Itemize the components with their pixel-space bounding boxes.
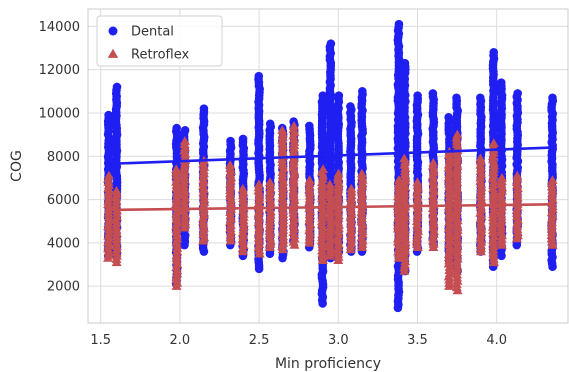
y-tick-label: 12000 xyxy=(39,63,80,78)
retroflex-point xyxy=(225,235,236,245)
legend-box xyxy=(96,15,223,67)
legend-entry-retroflex: Retroflex xyxy=(107,48,190,63)
retroflex-point xyxy=(304,237,315,247)
x-axis-label: Min proficiency xyxy=(275,356,381,372)
retroflex-point xyxy=(444,281,455,290)
dental-point xyxy=(497,251,506,261)
dental-point xyxy=(318,299,327,308)
retroflex-point xyxy=(277,244,288,254)
regression-lines xyxy=(108,146,553,212)
retroflex-point xyxy=(428,242,439,251)
y-tick-label: 4000 xyxy=(47,236,80,251)
legend-label: Retroflex xyxy=(131,48,190,63)
y-tick-label: 6000 xyxy=(47,193,80,208)
dental-point xyxy=(512,240,522,250)
legend: Dental Retroflex xyxy=(96,15,223,67)
retroflex-point xyxy=(399,266,410,275)
data-points xyxy=(103,19,558,313)
dental-point xyxy=(199,247,209,256)
retroflex-point xyxy=(412,242,423,251)
retroflex-point xyxy=(111,257,122,267)
y-axis-label: COG xyxy=(9,150,25,182)
retroflex-point xyxy=(547,240,558,249)
dental-point xyxy=(278,253,287,263)
retroflex-series xyxy=(103,120,558,295)
x-tick-label: 4.0 xyxy=(486,333,507,348)
y-tick-label: 14000 xyxy=(39,20,80,35)
dental-point xyxy=(254,264,264,274)
dental-point xyxy=(548,262,557,271)
dental-point xyxy=(265,249,275,259)
retroflex-point xyxy=(357,242,368,251)
retroflex-point xyxy=(254,248,265,258)
y-tick-label: 8000 xyxy=(47,150,80,165)
y-tick-label: 10000 xyxy=(39,106,80,121)
retroflex-point xyxy=(345,244,356,254)
legend-label: Dental xyxy=(131,25,174,40)
x-tick-label: 2.0 xyxy=(170,333,191,348)
retroflex-point xyxy=(324,250,335,260)
retroflex-point xyxy=(179,222,190,232)
retroflex-point xyxy=(289,240,300,249)
retroflex-point xyxy=(317,255,328,264)
retroflex-point xyxy=(475,246,486,256)
x-tick-label: 3.5 xyxy=(407,333,428,348)
x-tick-label: 1.5 xyxy=(90,333,111,348)
dental-point xyxy=(393,303,403,313)
legend-marker xyxy=(107,48,119,58)
retroflex-point xyxy=(333,255,344,264)
retroflex-point xyxy=(198,235,209,245)
retroflex-point xyxy=(489,257,500,267)
legend-marker xyxy=(108,26,118,36)
retroflex-point xyxy=(511,233,522,243)
axes: 1.5 2.0 2.5 3.0 3.5 4.0 2000 4000 6000 8000 10000 1… xyxy=(39,8,569,348)
y-tick-label: 2000 xyxy=(47,280,80,295)
retroflex-point xyxy=(238,246,249,256)
legend-entry-dental: Dental xyxy=(108,25,174,40)
plot-frame xyxy=(87,8,569,324)
dental-point xyxy=(180,240,189,250)
x-tick-label: 3.0 xyxy=(328,333,349,348)
retroflex-point xyxy=(452,285,463,295)
retroflex-point xyxy=(103,253,114,262)
retroflex-point xyxy=(496,240,507,249)
dental-regression-line xyxy=(108,146,553,166)
retroflex-point xyxy=(171,281,182,290)
retroflex-regression-line xyxy=(108,203,553,212)
x-tick-label: 2.5 xyxy=(249,333,270,348)
retroflex-point xyxy=(264,242,275,251)
